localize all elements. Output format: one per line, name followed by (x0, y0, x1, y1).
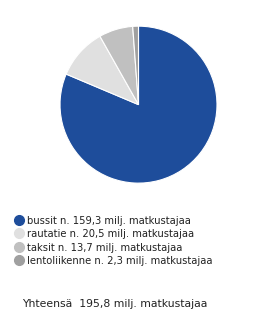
Legend: bussit n. 159,3 milj. matkustajaa, rautatie n. 20,5 milj. matkustajaa, taksit n.: bussit n. 159,3 milj. matkustajaa, rauta… (16, 216, 212, 267)
Wedge shape (66, 36, 138, 105)
Wedge shape (100, 26, 138, 105)
Wedge shape (60, 26, 217, 183)
Wedge shape (133, 26, 138, 105)
Text: Yhteensä  195,8 milj. matkustajaa: Yhteensä 195,8 milj. matkustajaa (22, 299, 207, 309)
